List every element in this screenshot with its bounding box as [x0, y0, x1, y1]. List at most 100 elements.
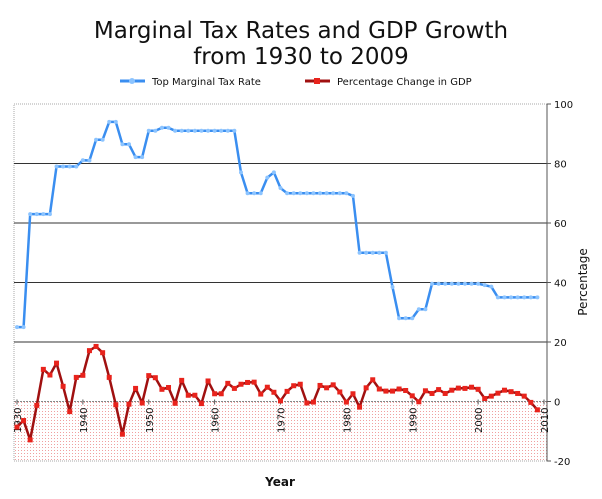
data-point [166, 385, 172, 391]
legend-item-tax: Top Marginal Tax Rate [120, 77, 261, 88]
data-point [534, 407, 540, 413]
y-tick-label: 20 [554, 338, 567, 349]
data-point [106, 374, 112, 380]
data-point [403, 316, 408, 321]
data-point [337, 191, 342, 196]
data-point [285, 191, 290, 196]
data-point [522, 295, 527, 300]
data-point [93, 343, 99, 349]
data-point [482, 283, 487, 288]
data-point [198, 401, 204, 407]
data-point [324, 191, 329, 196]
data-point [113, 119, 118, 124]
y-tick-label: -20 [554, 457, 570, 468]
data-point [324, 385, 330, 391]
data-point [87, 158, 92, 163]
x-tick-label: 1990 [408, 408, 419, 433]
legend-label-tax: Top Marginal Tax Rate [151, 77, 261, 88]
data-point [430, 281, 435, 286]
data-point [14, 424, 20, 430]
data-point [139, 400, 145, 406]
data-point [515, 295, 520, 300]
data-point [449, 281, 454, 286]
data-point [337, 389, 343, 395]
data-point [350, 193, 355, 198]
data-point [409, 393, 415, 399]
legend: Top Marginal Tax Rate Percentage Change … [120, 77, 472, 88]
data-point [535, 295, 540, 300]
data-point [317, 382, 323, 388]
data-point [343, 399, 349, 405]
data-point [442, 390, 448, 396]
y-axis-label: Percentage [576, 248, 590, 316]
data-point [179, 128, 184, 133]
data-point [41, 212, 46, 217]
data-point [159, 125, 164, 130]
data-point [238, 381, 244, 387]
chart-subtitle: from 1930 to 2009 [193, 44, 409, 70]
data-point [126, 142, 131, 147]
x-tick-label: 1970 [277, 408, 288, 433]
data-point [271, 389, 277, 395]
data-point [344, 191, 349, 196]
data-point [206, 128, 211, 133]
x-tick-label: 1960 [211, 408, 222, 433]
data-point [120, 142, 125, 147]
data-point [73, 374, 79, 380]
data-point [67, 164, 72, 169]
y-tick-label: 0 [554, 398, 560, 409]
data-point [80, 158, 85, 163]
data-point [389, 388, 395, 394]
data-point [258, 191, 263, 196]
data-point [284, 388, 290, 394]
data-point [278, 398, 283, 404]
data-point [501, 387, 507, 393]
data-point [357, 250, 362, 255]
plot-border [13, 103, 548, 462]
data-point [271, 170, 276, 175]
data-point [495, 390, 501, 396]
data-point [423, 307, 428, 312]
data-point [61, 164, 66, 169]
data-point [403, 387, 409, 393]
data-point [21, 325, 26, 330]
data-point [469, 384, 475, 390]
y-tick-label: 80 [554, 160, 567, 171]
data-point [173, 128, 178, 133]
data-point [146, 128, 151, 133]
data-point [456, 281, 461, 286]
data-point [107, 119, 112, 124]
data-point [21, 418, 27, 424]
data-point [172, 400, 178, 406]
data-point [27, 437, 33, 443]
data-point [152, 375, 158, 381]
data-point [482, 396, 488, 402]
data-point [245, 191, 250, 196]
data-point [100, 137, 105, 142]
data-point [429, 390, 435, 396]
data-point [298, 191, 303, 196]
data-point [186, 128, 191, 133]
data-point [258, 391, 264, 397]
data-point [28, 212, 33, 217]
data-point [113, 402, 119, 408]
data-point [67, 409, 73, 415]
data-point [86, 348, 92, 354]
data-point [119, 431, 125, 437]
data-point [80, 372, 86, 378]
series-tax-rate [15, 119, 540, 330]
data-point [297, 381, 303, 387]
data-point [47, 212, 52, 217]
data-point [462, 281, 467, 286]
data-point [357, 404, 363, 410]
data-point [291, 191, 296, 196]
data-point [185, 392, 191, 398]
data-point [278, 186, 283, 191]
data-point [251, 379, 257, 385]
data-point [502, 295, 507, 300]
data-point [238, 170, 243, 175]
data-point [495, 295, 500, 300]
data-point [264, 384, 270, 390]
y-tick-label: 100 [554, 100, 573, 111]
